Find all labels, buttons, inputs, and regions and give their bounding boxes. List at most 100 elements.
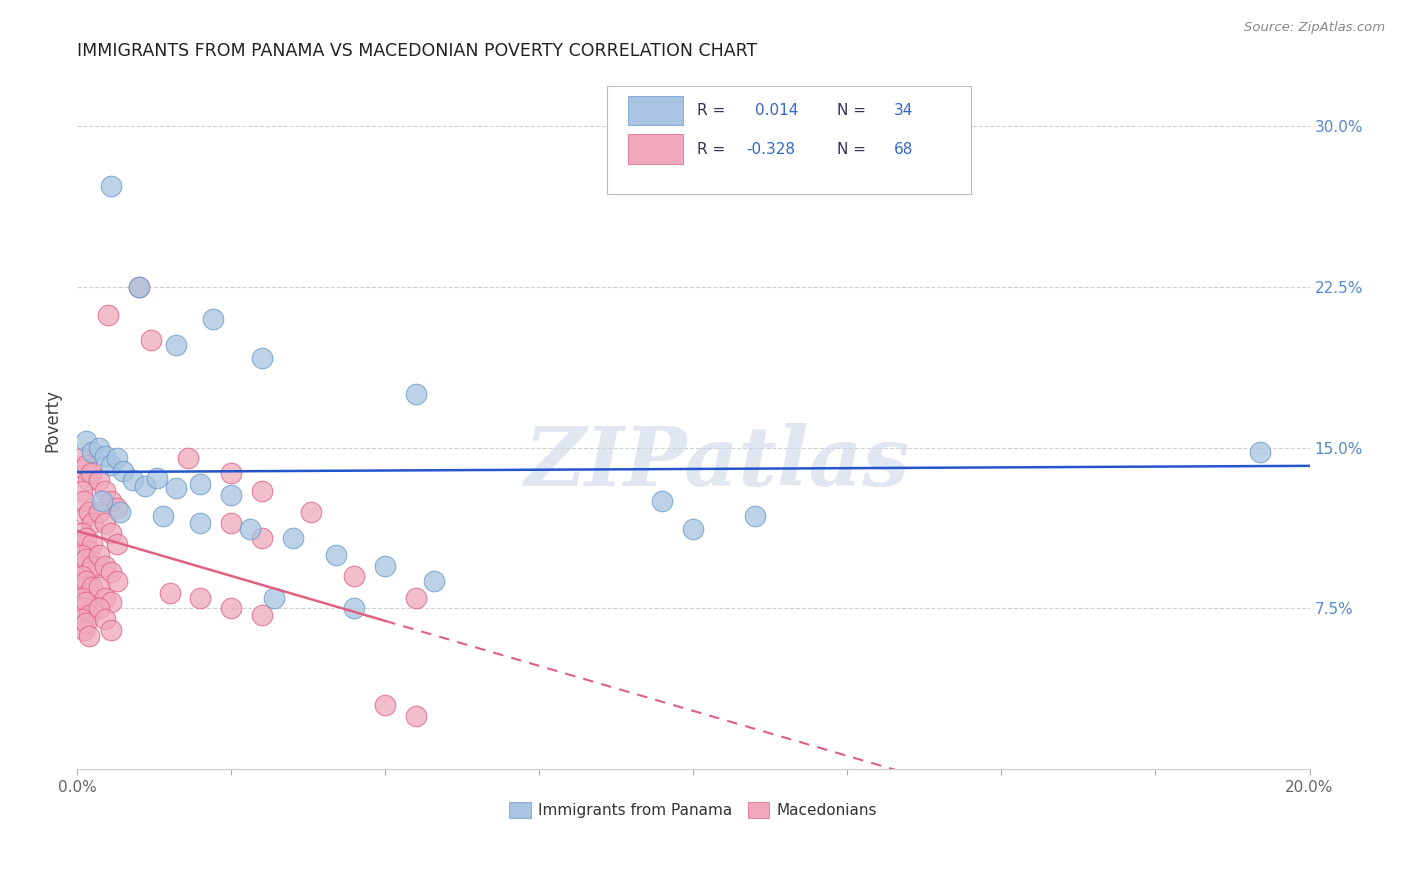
Point [75, 552, 97, 566]
Point [219, 516, 242, 530]
Point [79, 543, 101, 558]
Point [112, 464, 135, 478]
Point [219, 488, 242, 502]
Point [177, 451, 200, 466]
Point [325, 548, 347, 562]
Text: 34: 34 [894, 103, 914, 119]
Point [110, 505, 132, 519]
Point [343, 601, 366, 615]
Point [70, 591, 93, 605]
Point [75, 531, 97, 545]
Point [139, 334, 162, 348]
Text: IMMIGRANTS FROM PANAMA VS MACEDONIAN POVERTY CORRELATION CHART: IMMIGRANTS FROM PANAMA VS MACEDONIAN POV… [77, 42, 758, 60]
Point [405, 591, 427, 605]
Point [343, 569, 366, 583]
Point [94, 591, 117, 605]
Point [79, 607, 101, 622]
Point [94, 558, 117, 573]
Point [73, 558, 96, 573]
Point [73, 623, 96, 637]
Point [374, 558, 396, 573]
Point [100, 623, 122, 637]
Point [100, 565, 122, 579]
Point [105, 537, 128, 551]
Point [250, 531, 273, 545]
Point [82, 516, 104, 530]
Point [105, 574, 128, 588]
Point [152, 509, 174, 524]
Point [239, 522, 262, 536]
Point [744, 509, 766, 524]
FancyBboxPatch shape [628, 135, 683, 164]
Text: 68: 68 [894, 142, 914, 157]
Point [77, 473, 100, 487]
Text: R =: R = [697, 142, 725, 157]
Point [70, 612, 93, 626]
Point [82, 537, 104, 551]
Point [79, 565, 101, 579]
Point [165, 337, 187, 351]
Text: Source: ZipAtlas.com: Source: ZipAtlas.com [1244, 21, 1385, 34]
Point [299, 505, 322, 519]
Point [405, 708, 427, 723]
Text: N =: N = [838, 142, 866, 157]
Legend: Immigrants from Panama, Macedonians: Immigrants from Panama, Macedonians [503, 797, 883, 824]
Point [75, 616, 97, 631]
Point [73, 601, 96, 615]
Point [188, 591, 211, 605]
Point [82, 445, 104, 459]
Point [75, 434, 97, 449]
Point [1249, 445, 1271, 459]
Point [73, 494, 96, 508]
Point [121, 473, 143, 487]
Point [94, 516, 117, 530]
Point [105, 451, 128, 466]
Point [100, 179, 122, 194]
Point [250, 351, 273, 365]
Point [250, 483, 273, 498]
Point [188, 516, 211, 530]
Y-axis label: Poverty: Poverty [44, 390, 60, 452]
Point [90, 494, 112, 508]
Point [70, 483, 93, 498]
Point [87, 580, 110, 594]
Point [87, 505, 110, 519]
Point [219, 601, 242, 615]
Point [79, 586, 101, 600]
Point [651, 494, 673, 508]
Point [374, 698, 396, 712]
Point [128, 280, 150, 294]
Point [75, 509, 97, 524]
Point [73, 537, 96, 551]
Point [100, 458, 122, 472]
Point [405, 387, 427, 401]
Text: N =: N = [838, 103, 866, 119]
Point [75, 574, 97, 588]
Point [100, 526, 122, 541]
Point [159, 586, 181, 600]
Point [79, 505, 101, 519]
Point [165, 482, 187, 496]
Point [94, 483, 117, 498]
Point [94, 612, 117, 626]
Point [87, 601, 110, 615]
Point [423, 574, 446, 588]
Point [188, 477, 211, 491]
Point [250, 607, 273, 622]
Point [94, 449, 117, 463]
Point [73, 462, 96, 476]
Text: ZIPatlas: ZIPatlas [526, 423, 911, 503]
Point [70, 451, 93, 466]
Point [105, 500, 128, 515]
Point [134, 479, 156, 493]
Point [87, 441, 110, 455]
Text: R =: R = [697, 103, 725, 119]
Point [128, 280, 150, 294]
Point [263, 591, 285, 605]
Point [73, 580, 96, 594]
Text: 0.014: 0.014 [755, 103, 799, 119]
Point [82, 558, 104, 573]
Point [75, 595, 97, 609]
Point [87, 473, 110, 487]
Point [79, 467, 101, 481]
